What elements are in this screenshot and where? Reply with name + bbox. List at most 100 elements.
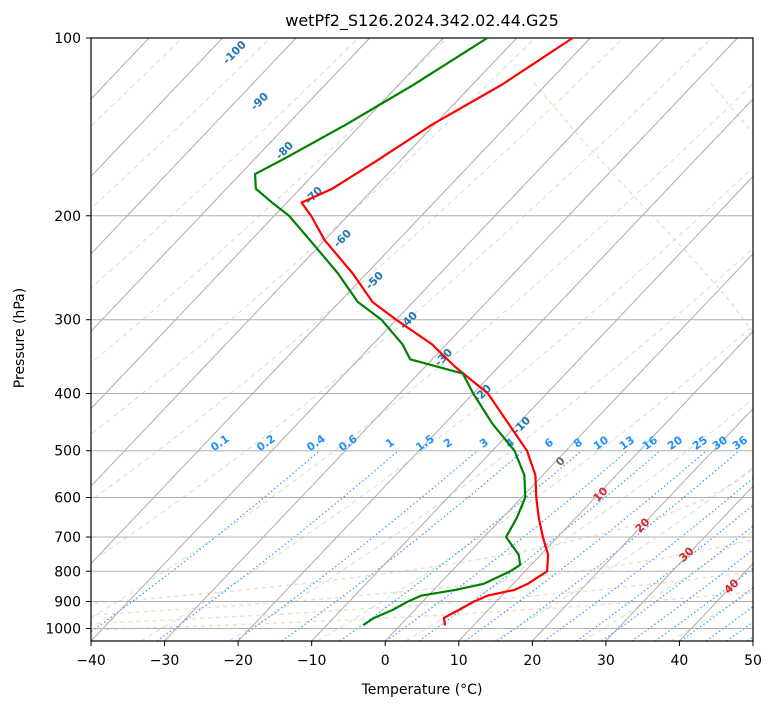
isotherm-guide [164, 38, 738, 641]
moist-adiabat-guide [237, 98, 753, 641]
dry-adiabat-guide [316, 325, 753, 641]
y-tick-label: 500 [54, 444, 81, 460]
isotherm-guide [752, 640, 753, 641]
mixing-ratio-guide [418, 450, 661, 641]
moist-adiabat-guide [91, 38, 444, 410]
mixing-ratio-label: 16 [640, 433, 660, 453]
mixing-ratio-guide [726, 621, 753, 641]
isotherm-guide [91, 38, 518, 487]
isotherm-guide [311, 175, 753, 641]
mixing-ratio-label: 8 [571, 436, 585, 451]
isotherm-guide [531, 407, 753, 641]
isotherm-guide [384, 253, 753, 641]
x-tick-label: 40 [671, 653, 689, 669]
curved-guide [91, 570, 753, 625]
chart-title: wetPf2_S126.2024.342.02.44.G25 [285, 11, 559, 31]
mixing-ratio-label: 3 [477, 436, 491, 451]
isotherm-guide [91, 38, 223, 178]
moist-adiabat-guide [91, 38, 223, 178]
dry-adiabat-guide [91, 38, 448, 364]
moist-adiabat-label: 10 [591, 484, 611, 504]
y-tick-label: 700 [54, 530, 81, 546]
dry-adiabat-guide [140, 166, 753, 641]
dry-adiabat-label: -50 [363, 269, 386, 292]
y-tick-label: 100 [54, 31, 81, 47]
y-tick-label: 400 [54, 387, 81, 403]
mixing-ratio-guide [543, 477, 753, 641]
dry-adiabat-guide [405, 398, 753, 641]
y-tick-label: 800 [54, 564, 81, 580]
mixing-ratio-guide [654, 567, 753, 641]
isotherm-guide [91, 38, 297, 255]
dry-adiabat-guide [228, 247, 753, 641]
mixing-ratio-guide [385, 450, 628, 641]
isotherm-guide [91, 38, 665, 641]
dry-adiabat-guide [91, 38, 624, 501]
y-tick-label: 200 [54, 209, 81, 225]
mixing-ratio-guide [91, 450, 320, 633]
dry-adiabat-guide [759, 38, 775, 641]
moist-adiabat-guide [384, 253, 753, 641]
moist-adiabat-label: 30 [677, 544, 697, 564]
profile-layer [253, 38, 574, 626]
isotherm-guide [91, 38, 591, 565]
curved-guide [91, 82, 753, 604]
dry-adiabat-label: -70 [302, 184, 325, 207]
mixing-ratio-label: 25 [690, 433, 710, 452]
mixing-ratio-label: 20 [665, 433, 685, 453]
mixing-ratio-label: 2 [441, 436, 455, 451]
dewpoint-profile-line [253, 38, 527, 626]
isotherm-guide [91, 38, 444, 410]
y-tick-label: 600 [54, 490, 81, 506]
curved-guide [91, 82, 753, 616]
plot-layer: −40 −30 −20 −10 0 10 20 30 40 50 100 200 300 400 500 60… [45, 31, 775, 669]
y-tick-label: 300 [54, 313, 81, 329]
dry-adiabat-guide [493, 467, 753, 641]
mixing-ratio-label: 6 [542, 435, 556, 450]
moist-adiabat-guide [752, 640, 753, 641]
profile-series [300, 38, 574, 626]
dry-adiabat-guide [91, 38, 359, 289]
x-tick-label: 50 [744, 653, 762, 669]
x-axis-label: Temperature (°C) [361, 682, 483, 698]
moist-adiabat-guide [91, 38, 370, 333]
dry-adiabat-label: -90 [248, 90, 271, 113]
mixing-ratio-label: 36 [730, 433, 750, 453]
mixing-ratio-label: 10 [591, 433, 611, 453]
x-tick-label: 20 [523, 653, 541, 669]
profile-series [253, 38, 527, 626]
isotherm-guide [237, 98, 753, 641]
y-tick-label: 1000 [45, 621, 81, 637]
moist-adiabat-guide [679, 562, 753, 641]
dry-adiabat-guide [91, 82, 753, 619]
mixing-ratio-guide [464, 450, 707, 641]
dry-adiabat-guide [91, 38, 713, 563]
x-tick-label: −20 [223, 653, 253, 669]
moist-adiabat-guide [91, 38, 518, 487]
temperature-profile-line [300, 38, 574, 626]
plot-frame [90, 37, 754, 642]
x-tick-label: 10 [450, 653, 468, 669]
dry-adiabat-label: -10 [510, 414, 533, 437]
mixing-ratio-guide [705, 606, 753, 641]
isotherm-guide [458, 330, 753, 641]
dry-adiabat-guide [91, 38, 536, 435]
mixing-ratio-guide [156, 450, 399, 641]
dry-adiabat-guide [581, 530, 753, 641]
y-tick-label: 900 [54, 594, 81, 610]
x-tick-label: −30 [150, 653, 180, 669]
mixing-ratio-guide [497, 450, 740, 641]
isotherm-guide [91, 38, 370, 333]
x-tick-label: −10 [297, 653, 327, 669]
moist-adiabat-guide [458, 330, 753, 641]
background-guides [91, 38, 775, 641]
moist-adiabat-guide [531, 407, 753, 641]
mixing-ratio-guide [281, 450, 524, 641]
x-tick-label: 30 [597, 653, 615, 669]
mixing-ratio-guide [235, 450, 478, 641]
x-tick-label: 0 [381, 653, 390, 669]
mixing-ratio-label: 1 [383, 436, 397, 451]
isotherm-guide [679, 562, 753, 641]
